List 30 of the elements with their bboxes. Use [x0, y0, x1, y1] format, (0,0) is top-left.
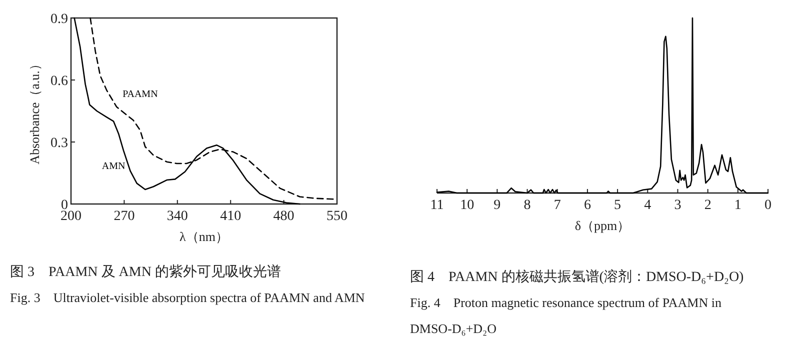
- x-tick-label: 7: [554, 198, 561, 213]
- x-tick-label: 5: [614, 198, 622, 213]
- x-tick-label: 340: [166, 209, 188, 224]
- x-tick-label: 480: [273, 209, 294, 224]
- caption: 图 4 PAAMN 的核磁共振氢谱(溶剂：DMSO-D₆+D₂O): [410, 269, 744, 285]
- x-tick-label: 11: [430, 198, 444, 213]
- y-tick-label: 0.3: [50, 136, 68, 151]
- caption: Fig. 3 Ultraviolet-visible absorption spectra of PAAMN and AMN: [10, 290, 366, 305]
- x-axis-title: λ（nm）: [180, 229, 228, 244]
- x-tick-label: 0: [764, 198, 772, 213]
- x-tick-label: 200: [60, 209, 82, 224]
- x-axis-title: δ（ppm）: [574, 218, 630, 233]
- series-label: AMN: [102, 160, 126, 172]
- x-tick-label: 410: [220, 209, 242, 224]
- x-tick-label: 3: [674, 198, 682, 213]
- x-tick-label: 550: [326, 209, 348, 224]
- caption: 图 3 PAAMN 及 AMN 的紫外可见吸收光谱: [10, 264, 281, 280]
- x-tick-label: 4: [644, 198, 652, 213]
- y-tick-label: 0.6: [50, 74, 68, 89]
- x-tick-label: 8: [524, 198, 531, 213]
- caption: Fig. 4 Proton magnetic resonance spectrum of PAAMN in DMSO-D₆+D₂O: [410, 295, 722, 336]
- x-tick-label: 270: [114, 209, 135, 224]
- x-tick-label: 6: [584, 198, 591, 213]
- x-tick-label: 9: [494, 198, 501, 213]
- y-tick-label: 0.9: [50, 12, 68, 27]
- x-tick-label: 1: [734, 198, 742, 213]
- x-tick-label: 2: [704, 198, 712, 213]
- series-label: PAAMN: [122, 88, 158, 100]
- y-axis-title: Absorbance（a.u.）: [27, 58, 42, 164]
- x-tick-label: 10: [460, 198, 474, 213]
